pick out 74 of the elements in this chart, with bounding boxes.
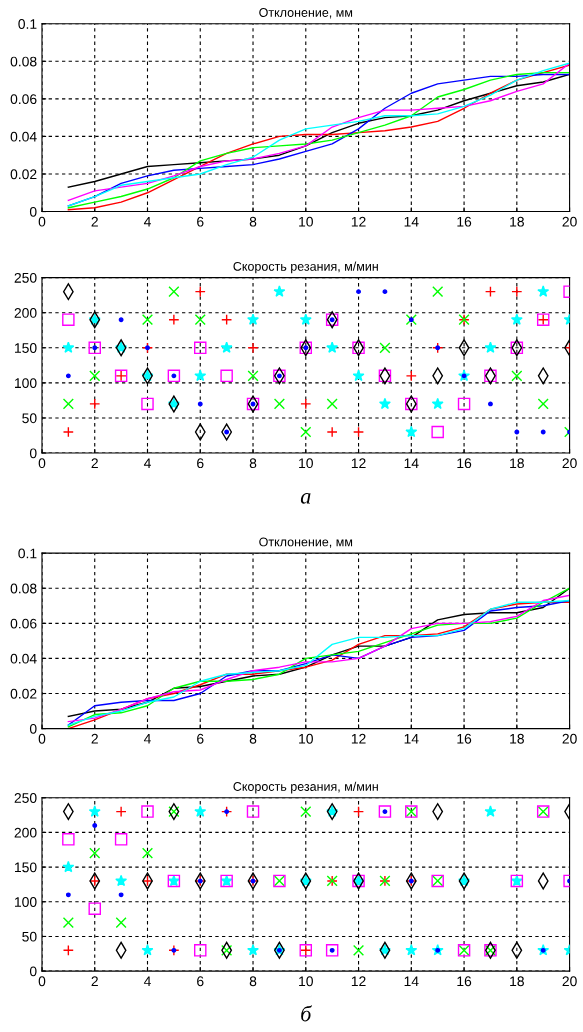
x-tick-label: 10 xyxy=(299,733,313,744)
x-tick-label: 12 xyxy=(351,216,366,227)
y-tick-label: 0.06 xyxy=(10,618,37,629)
x-tick-label: 0 xyxy=(38,976,46,987)
y-tick-label: 250 xyxy=(14,793,37,803)
chart-title: Скорость резания, м/мин xyxy=(233,261,378,274)
y-tick-label: 0 xyxy=(29,723,37,734)
y-tick-label: 100 xyxy=(15,897,37,907)
x-tick-label: 8 xyxy=(249,733,257,744)
x-tick-label: 20 xyxy=(562,458,577,469)
y-tick-label: 0 xyxy=(29,206,37,217)
y-tick-label: 0.04 xyxy=(10,131,37,142)
y-tick-label: 150 xyxy=(15,862,37,873)
y-tick-label: 0 xyxy=(29,966,37,977)
y-tick-label: 200 xyxy=(14,308,37,318)
x-tick-label: 6 xyxy=(197,216,204,227)
x-tick-label: 10 xyxy=(299,976,313,987)
x-tick-label: 10 xyxy=(299,458,313,469)
chart-title: Отклонение, мм xyxy=(259,8,353,19)
x-tick-label: 18 xyxy=(510,458,524,469)
x-tick-label: 12 xyxy=(351,458,366,468)
text: б xyxy=(301,1005,312,1022)
y-tick-label: 150 xyxy=(15,343,37,353)
x-tick-label: 2 xyxy=(91,976,98,987)
x-tick-label: 18 xyxy=(510,733,524,744)
x-tick-label: 4 xyxy=(143,458,151,468)
x-tick-label: 2 xyxy=(91,733,98,744)
x-tick-label: 4 xyxy=(143,216,151,227)
x-tick-label: 2 xyxy=(91,458,98,468)
y-tick-label: 0.02 xyxy=(10,688,37,699)
x-tick-label: 8 xyxy=(249,458,257,469)
x-tick-label: 16 xyxy=(457,458,472,469)
chart-title: Скорость резания, м/мин xyxy=(233,781,378,794)
x-tick-label: 2 xyxy=(91,216,98,227)
x-tick-label: 14 xyxy=(404,216,419,227)
x-tick-label: 6 xyxy=(197,733,204,744)
y-tick-label: 0 xyxy=(29,448,37,459)
y-tick-label: 50 xyxy=(22,413,37,424)
x-tick-label: 14 xyxy=(404,733,419,744)
x-tick-label: 16 xyxy=(457,976,472,987)
y-tick-label: 0.1 xyxy=(18,548,37,559)
y-tick-label: 0.08 xyxy=(10,56,37,67)
chart-title: Отклонение, мм xyxy=(259,537,353,548)
x-tick-label: 6 xyxy=(197,976,204,987)
x-tick-label: 8 xyxy=(249,976,257,987)
x-tick-label: 12 xyxy=(351,976,366,987)
x-tick-label: 0 xyxy=(38,216,46,227)
x-tick-label: 14 xyxy=(404,976,419,987)
x-tick-label: 16 xyxy=(457,216,472,227)
y-tick-label: 0.08 xyxy=(10,583,37,594)
x-tick-label: 14 xyxy=(404,458,419,468)
text: а xyxy=(300,493,311,504)
x-tick-label: 16 xyxy=(457,733,472,744)
x-tick-label: 18 xyxy=(510,976,524,987)
y-tick-label: 50 xyxy=(22,931,37,942)
y-tick-label: 100 xyxy=(15,378,37,389)
x-tick-label: 20 xyxy=(562,216,577,227)
y-tick-label: 0.04 xyxy=(10,653,37,664)
y-tick-label: 0.1 xyxy=(18,19,37,29)
x-tick-label: 12 xyxy=(351,733,366,744)
x-tick-label: 18 xyxy=(510,216,524,227)
x-tick-label: 4 xyxy=(143,976,151,987)
x-tick-label: 0 xyxy=(38,458,46,469)
x-tick-label: 8 xyxy=(249,216,257,227)
x-tick-label: 10 xyxy=(299,216,313,227)
y-tick-label: 0.02 xyxy=(10,169,37,180)
x-tick-label: 20 xyxy=(562,733,577,744)
x-tick-label: 20 xyxy=(562,976,577,987)
y-tick-label: 200 xyxy=(14,827,37,838)
y-tick-label: 0.06 xyxy=(10,94,37,105)
x-tick-label: 6 xyxy=(197,458,204,469)
x-tick-label: 4 xyxy=(143,733,151,744)
y-tick-label: 250 xyxy=(14,272,37,283)
x-tick-label: 0 xyxy=(38,733,46,744)
